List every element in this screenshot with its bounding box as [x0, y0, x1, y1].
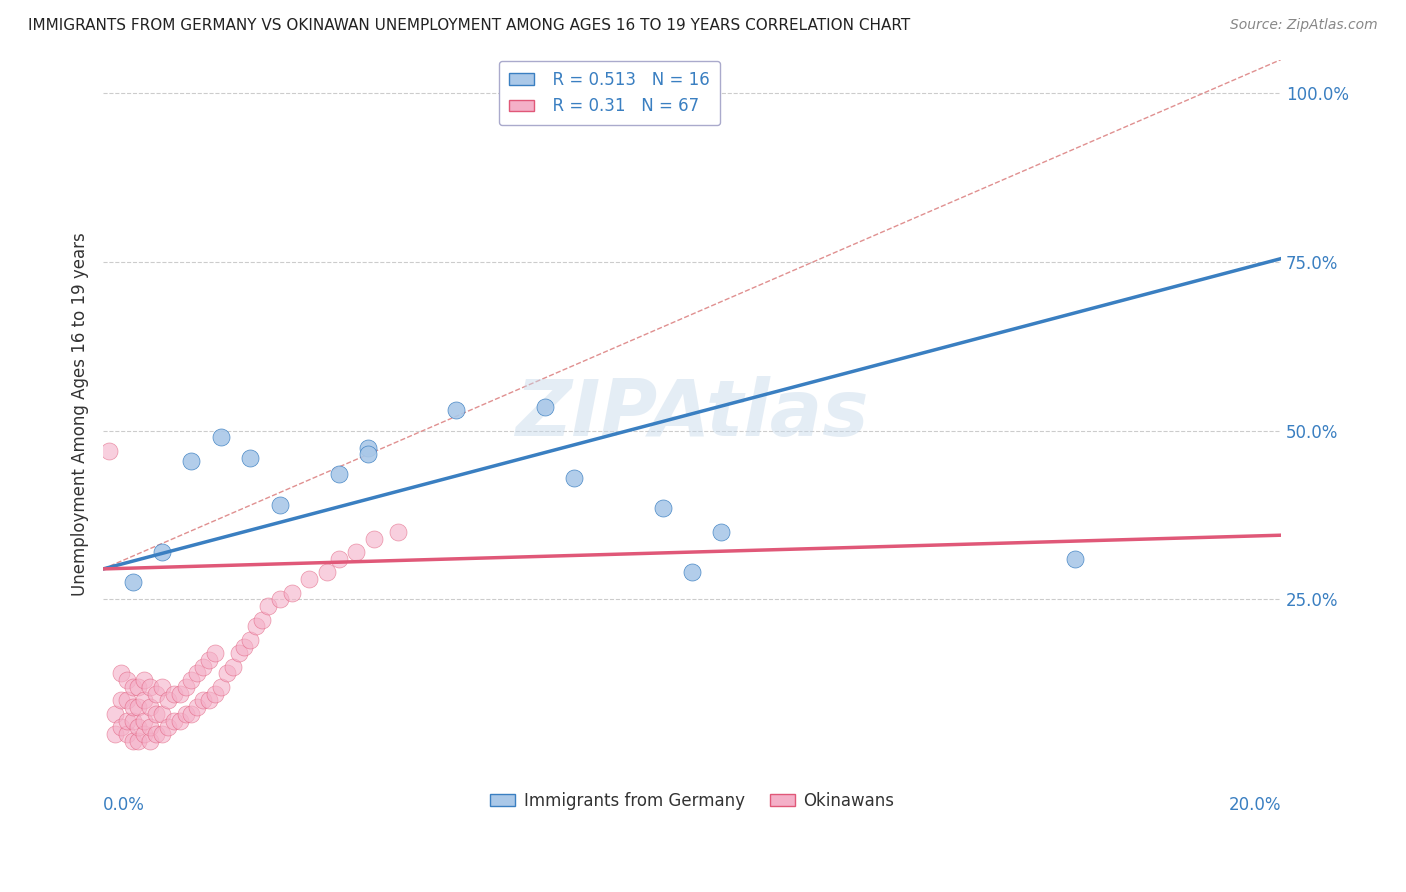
Point [446, 403, 468, 417]
Point [250, 613, 273, 627]
Point [180, 673, 202, 688]
Point [174, 680, 197, 694]
Point [198, 653, 221, 667]
Point [145, 727, 167, 741]
Point [139, 680, 162, 694]
Point [110, 721, 132, 735]
Point [257, 599, 280, 613]
Point [169, 687, 191, 701]
Point [204, 687, 226, 701]
Point [1063, 551, 1085, 566]
Point [651, 501, 673, 516]
Text: 0.0%: 0.0% [103, 797, 145, 814]
Point [239, 632, 262, 647]
Point [193, 659, 215, 673]
Text: Source: ZipAtlas.com: Source: ZipAtlas.com [1230, 18, 1378, 32]
Point [121, 680, 143, 694]
Point [681, 566, 703, 580]
Point [280, 585, 302, 599]
Point [269, 592, 291, 607]
Point [221, 659, 243, 673]
Point [121, 714, 143, 728]
Point [150, 727, 173, 741]
Point [134, 693, 156, 707]
Point [269, 498, 291, 512]
Point [344, 545, 367, 559]
Point [115, 714, 138, 728]
Point [115, 727, 138, 741]
Point [239, 450, 262, 465]
Point [357, 447, 380, 461]
Point [328, 551, 350, 566]
Point [145, 706, 167, 721]
Point [134, 714, 156, 728]
Point [150, 706, 173, 721]
Legend: Immigrants from Germany, Okinawans: Immigrants from Germany, Okinawans [484, 785, 901, 816]
Point [163, 714, 186, 728]
Point [115, 693, 138, 707]
Text: ZIPAtlas: ZIPAtlas [515, 376, 869, 451]
Point [110, 666, 132, 681]
Point [209, 680, 232, 694]
Point [316, 566, 339, 580]
Point [104, 727, 127, 741]
Point [127, 734, 149, 748]
Point [198, 693, 221, 707]
Text: 20.0%: 20.0% [1229, 797, 1281, 814]
Text: IMMIGRANTS FROM GERMANY VS OKINAWAN UNEMPLOYMENT AMONG AGES 16 TO 19 YEARS CORRE: IMMIGRANTS FROM GERMANY VS OKINAWAN UNEM… [28, 18, 910, 33]
Point [186, 666, 208, 681]
Point [115, 673, 138, 688]
Point [180, 706, 202, 721]
Point [127, 680, 149, 694]
Point [204, 646, 226, 660]
Point [127, 700, 149, 714]
Point [150, 680, 173, 694]
Point [193, 693, 215, 707]
Point [562, 471, 585, 485]
Point [121, 575, 143, 590]
Y-axis label: Unemployment Among Ages 16 to 19 years: Unemployment Among Ages 16 to 19 years [72, 232, 89, 596]
Point [328, 467, 350, 482]
Point [363, 532, 385, 546]
Point [145, 687, 167, 701]
Point [134, 673, 156, 688]
Point [110, 693, 132, 707]
Point [121, 734, 143, 748]
Point [139, 734, 162, 748]
Point [533, 400, 555, 414]
Point [134, 727, 156, 741]
Point [387, 524, 409, 539]
Point [174, 706, 197, 721]
Point [98, 443, 121, 458]
Point [156, 721, 179, 735]
Point [233, 640, 256, 654]
Point [209, 430, 232, 444]
Point [139, 700, 162, 714]
Point [357, 441, 380, 455]
Point [186, 700, 208, 714]
Point [127, 721, 149, 735]
Point [169, 714, 191, 728]
Point [139, 721, 162, 735]
Point [121, 700, 143, 714]
Point [710, 524, 733, 539]
Point [104, 706, 127, 721]
Point [156, 693, 179, 707]
Point [180, 454, 202, 468]
Point [163, 687, 186, 701]
Point [215, 666, 238, 681]
Point [298, 572, 321, 586]
Point [245, 619, 267, 633]
Point [228, 646, 250, 660]
Point [150, 545, 173, 559]
